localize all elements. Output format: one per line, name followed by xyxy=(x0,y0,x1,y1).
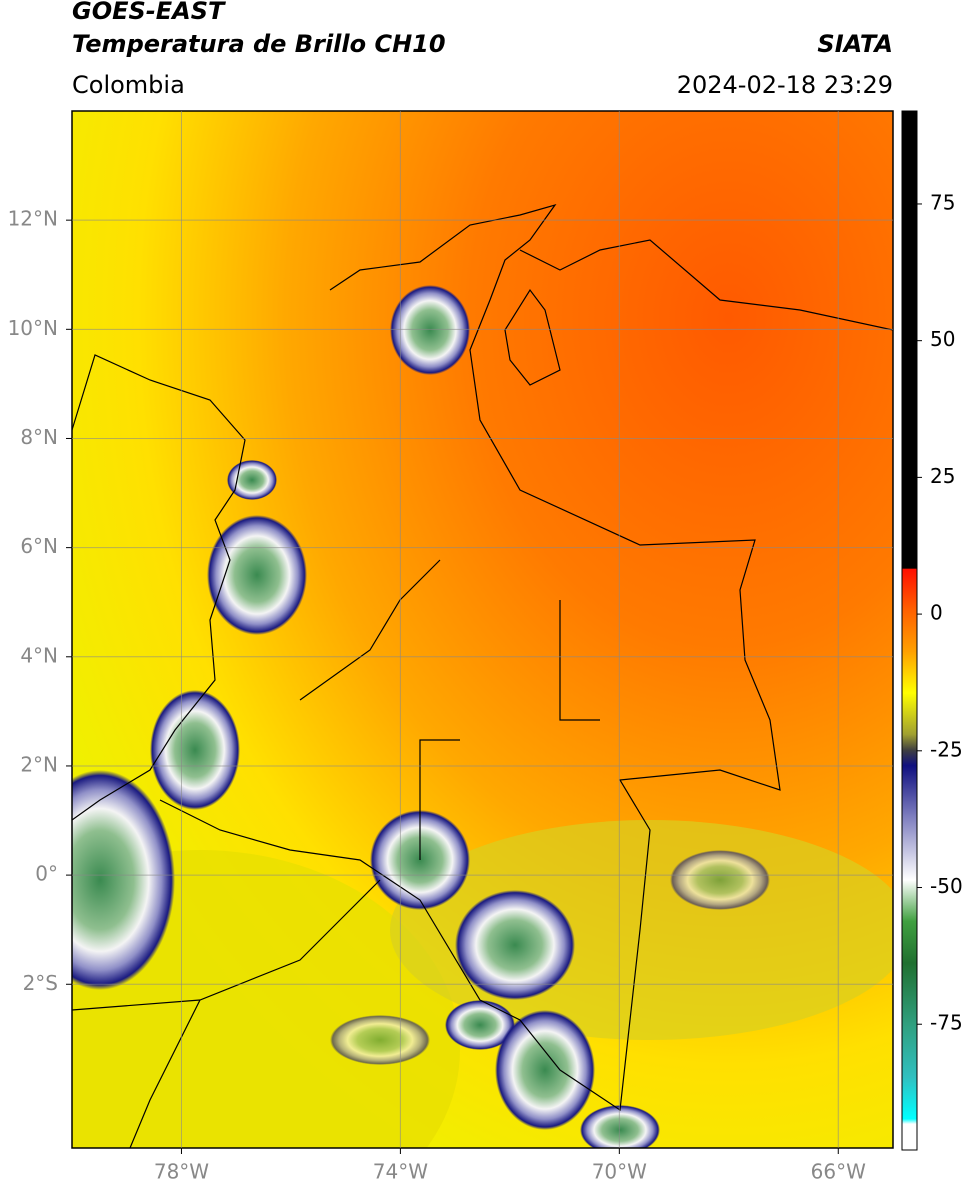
y-tick-label: 0° xyxy=(35,862,58,886)
colorbar-tick-label: -50 xyxy=(930,874,963,898)
y-tick-label: 12°N xyxy=(8,207,58,231)
x-tick-label: 70°W xyxy=(592,1160,647,1184)
title: GOES-EAST xyxy=(72,0,226,25)
y-tick-label: 2°S xyxy=(23,971,58,995)
region: Colombia xyxy=(72,71,185,99)
x-tick-label: 66°W xyxy=(811,1160,866,1184)
datetime: 2024-02-18 23:29 xyxy=(677,71,893,99)
x-tick-label: 78°W xyxy=(154,1160,209,1184)
y-tick-label: 4°N xyxy=(20,643,58,667)
map-frame xyxy=(71,110,894,1149)
x-tick-label: 74°W xyxy=(373,1160,428,1184)
colorbar xyxy=(901,110,918,1151)
y-tick-label: 8°N xyxy=(20,425,58,449)
colorbar-tick-label: 75 xyxy=(930,190,955,214)
colorbar-tick-label: 0 xyxy=(930,601,943,625)
subtitle: Temperatura de Brillo CH10 xyxy=(72,30,446,58)
colorbar-tick-label: 25 xyxy=(930,464,955,488)
satellite-image xyxy=(72,111,893,1148)
colorbar-tick-label: -75 xyxy=(930,1011,963,1035)
colorbar-tick-label: -25 xyxy=(930,737,963,761)
source: SIATA xyxy=(817,30,893,58)
colorbar-tick-label: 50 xyxy=(930,327,955,351)
y-tick-label: 10°N xyxy=(8,316,58,340)
y-tick-label: 2°N xyxy=(20,752,58,776)
y-tick-label: 6°N xyxy=(20,534,58,558)
